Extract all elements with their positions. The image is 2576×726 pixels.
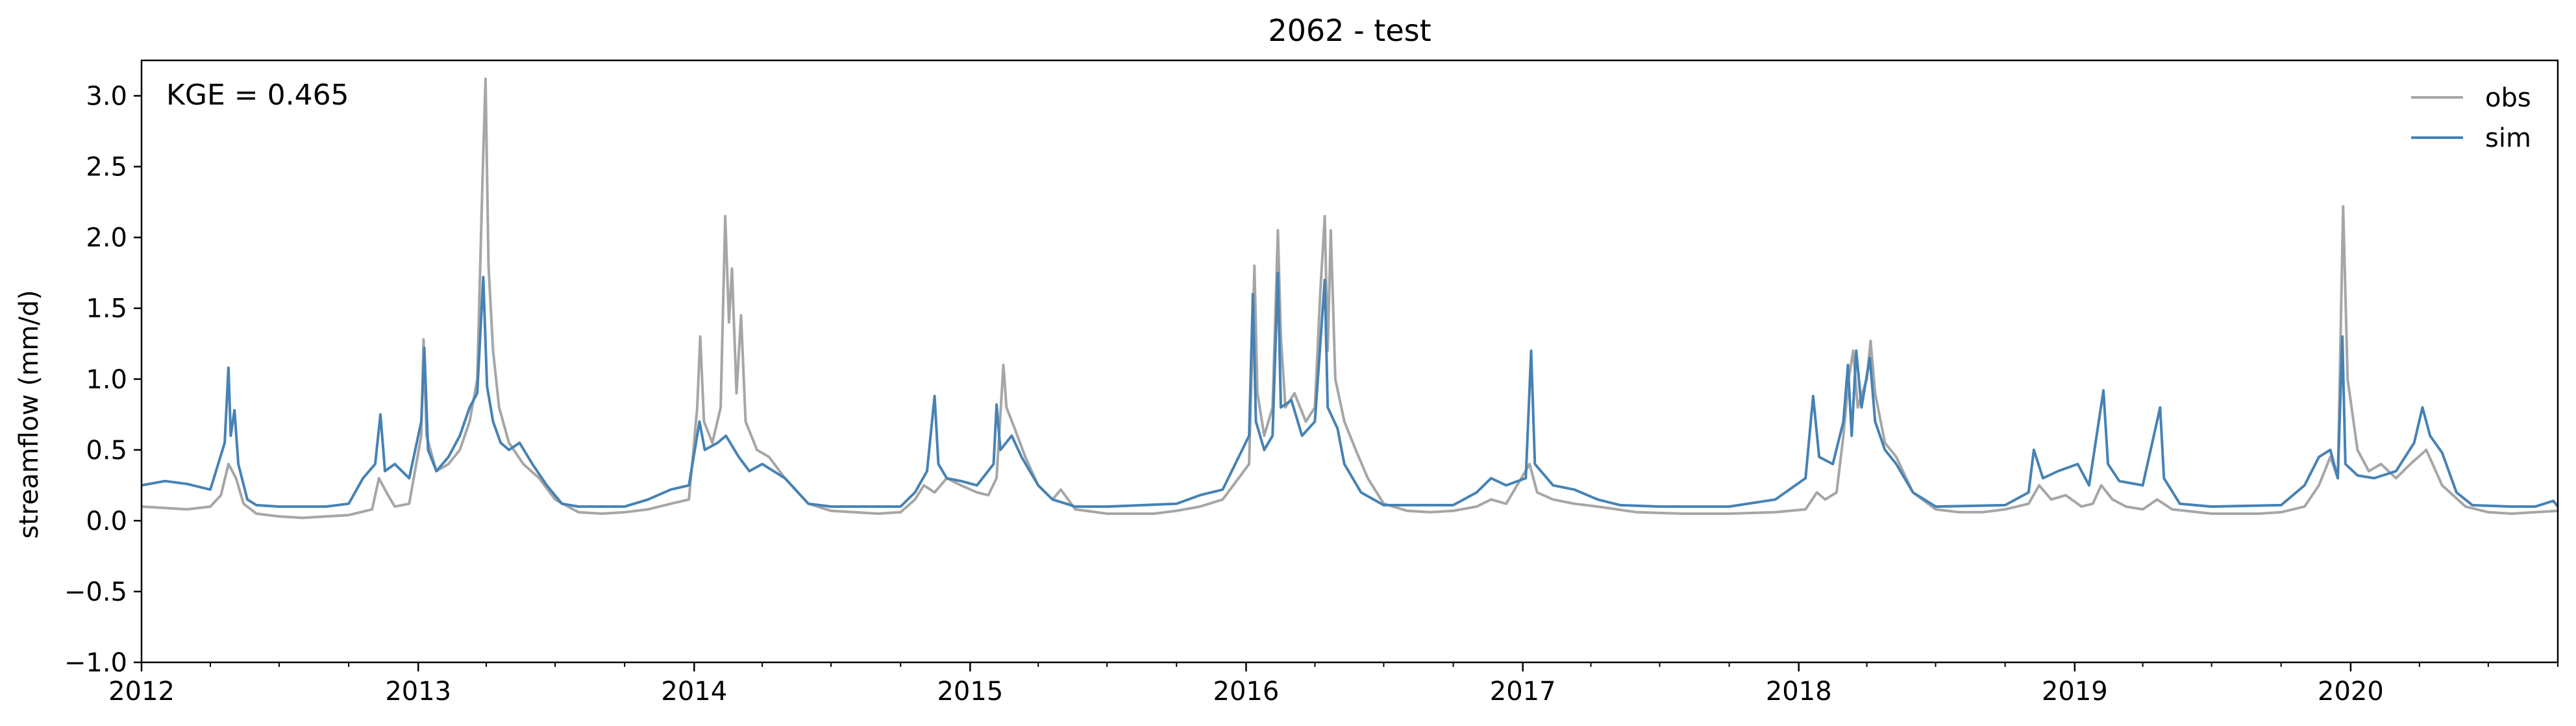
series-obs-line [142,77,2558,519]
legend-sim-label: sim [2485,123,2531,153]
chart-title: 2062 - test [1268,13,1431,48]
x-tick-label: 2014 [661,677,727,707]
legend-obs-label: obs [2485,83,2531,113]
x-tick-label: 2015 [937,677,1003,707]
x-tick-label: 2013 [385,677,451,707]
y-tick-label: 0.5 [86,436,127,466]
y-tick-label: 1.5 [86,294,127,324]
kge-annotation: KGE = 0.465 [166,79,349,112]
x-tick-label: 2017 [1490,677,1556,707]
y-tick-label: 0.0 [86,507,127,536]
plot-area: −1.0 −0.5 0.0 0.5 1.0 1.5 2.0 2.5 3.0 2012 2013 201… [64,77,2558,707]
y-tick-label: 1.0 [86,365,127,395]
x-tick-label: 2019 [2042,677,2108,707]
x-tick-label: 2020 [2318,677,2384,707]
series-sim-line [142,271,2558,508]
y-tick-label: 3.0 [86,82,127,112]
y-tick-label: −0.5 [64,577,127,607]
x-tick-label: 2016 [1213,677,1280,707]
x-tick-label: 2012 [108,677,175,707]
y-tick-label: −1.0 [64,648,127,678]
x-tick-label: 2018 [1766,677,1832,707]
y-axis-label: streamflow (mm/d) [14,290,44,538]
legend: obs sim [2411,83,2531,153]
plot-frame [140,59,2559,664]
y-tick-label: 2.0 [86,223,127,253]
y-tick-label: 2.5 [86,153,127,182]
